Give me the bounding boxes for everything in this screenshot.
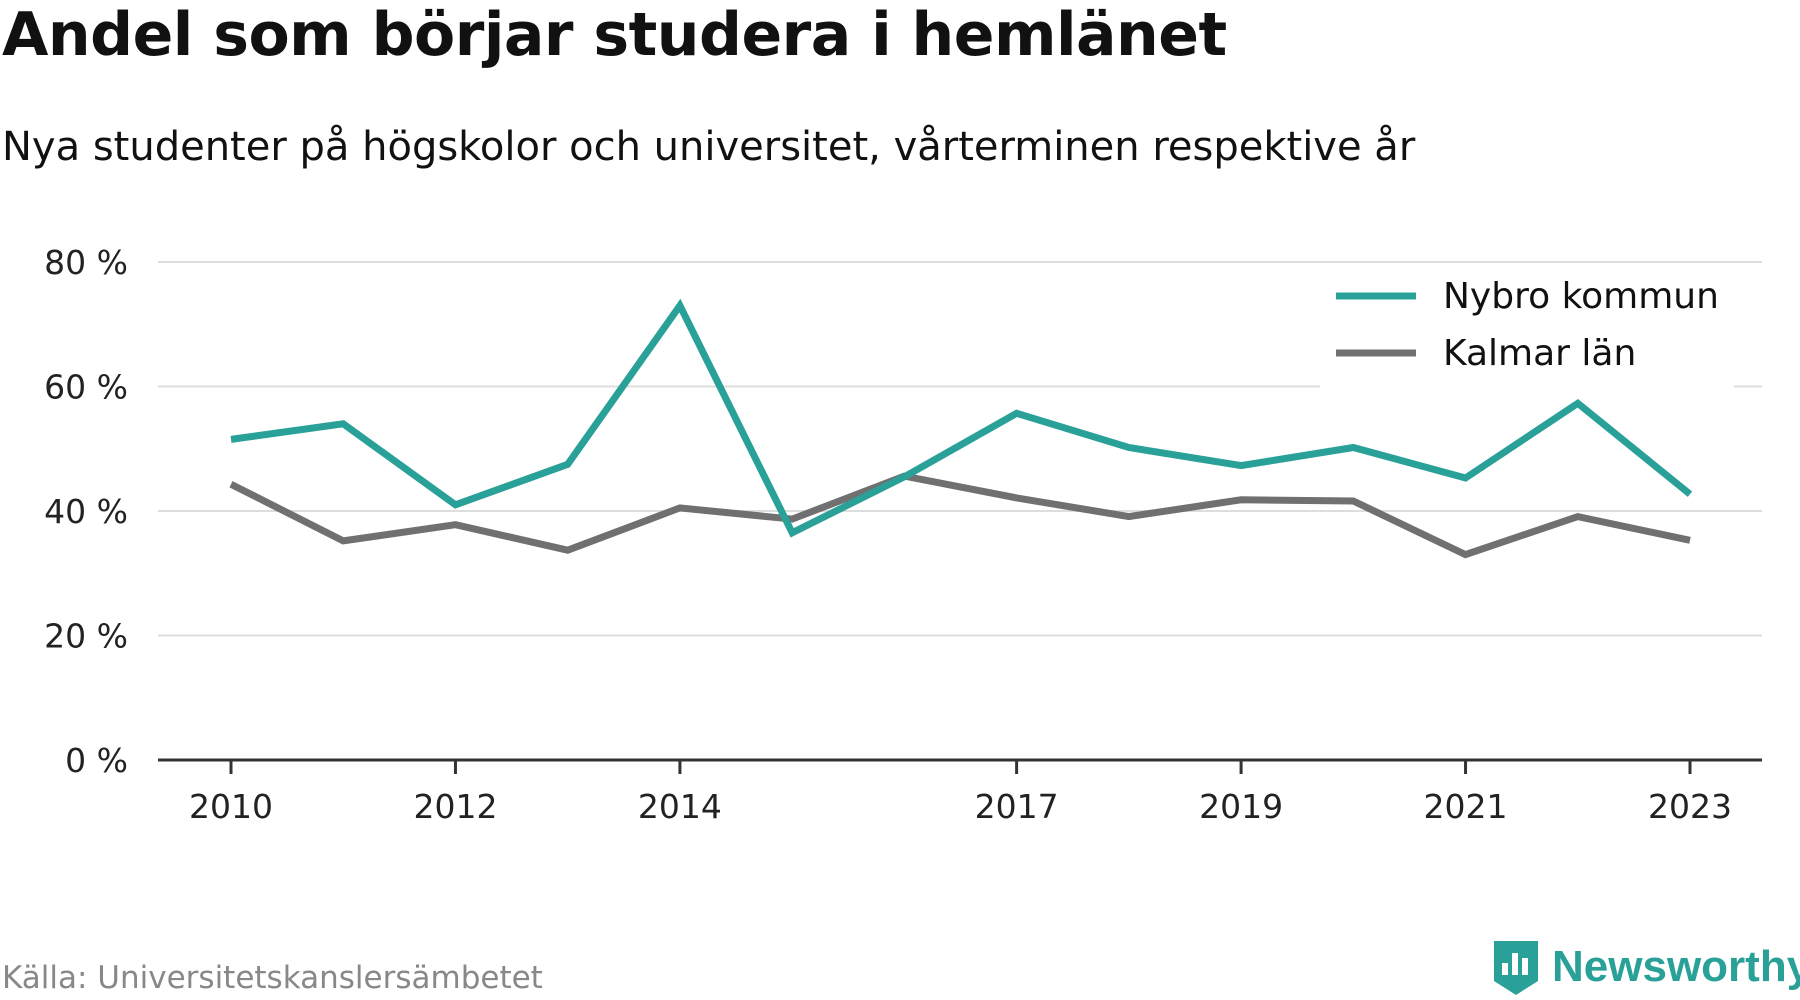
series-lines <box>229 298 1693 559</box>
series-line-nybro-kommun <box>230 298 1693 538</box>
legend: Nybro kommun Kalmar län <box>1320 268 1734 388</box>
x-tick-label: 2019 <box>1199 787 1283 826</box>
chart-title: Andel som börjar studera i hemlänet <box>2 0 1227 70</box>
x-tick-label: 2017 <box>975 787 1059 826</box>
x-axis: 2010 2012 2014 2017 2019 2021 2023 <box>158 758 1762 826</box>
x-tick-label: 2012 <box>413 787 497 826</box>
y-tick-label: 60 % <box>44 368 128 407</box>
brand-logo: Newsworthy <box>1490 937 1800 997</box>
x-tick-label: 2014 <box>638 787 722 826</box>
y-tick-label: 0 % <box>65 741 128 780</box>
chart-subtitle: Nya studenter på högskolor och universit… <box>2 124 1416 170</box>
source-note: Källa: Universitetskanslersämbetet <box>2 960 543 996</box>
y-axis-tick-labels: 0 % 20 % 40 % 60 % 80 % <box>44 243 128 780</box>
legend-background <box>1320 268 1734 388</box>
series-line-kalmar-lan <box>229 472 1691 559</box>
y-tick-label: 40 % <box>44 492 128 531</box>
x-tick-label: 2010 <box>189 787 273 826</box>
x-tick-label: 2023 <box>1648 787 1732 826</box>
x-tick-label: 2021 <box>1424 787 1508 826</box>
y-tick-label: 20 % <box>44 617 128 656</box>
legend-label: Nybro kommun <box>1443 276 1719 317</box>
y-tick-label: 80 % <box>44 243 128 282</box>
bar-chart-badge-icon <box>1494 941 1538 995</box>
legend-label: Kalmar län <box>1443 333 1636 374</box>
brand-name: Newsworthy <box>1552 942 1800 991</box>
